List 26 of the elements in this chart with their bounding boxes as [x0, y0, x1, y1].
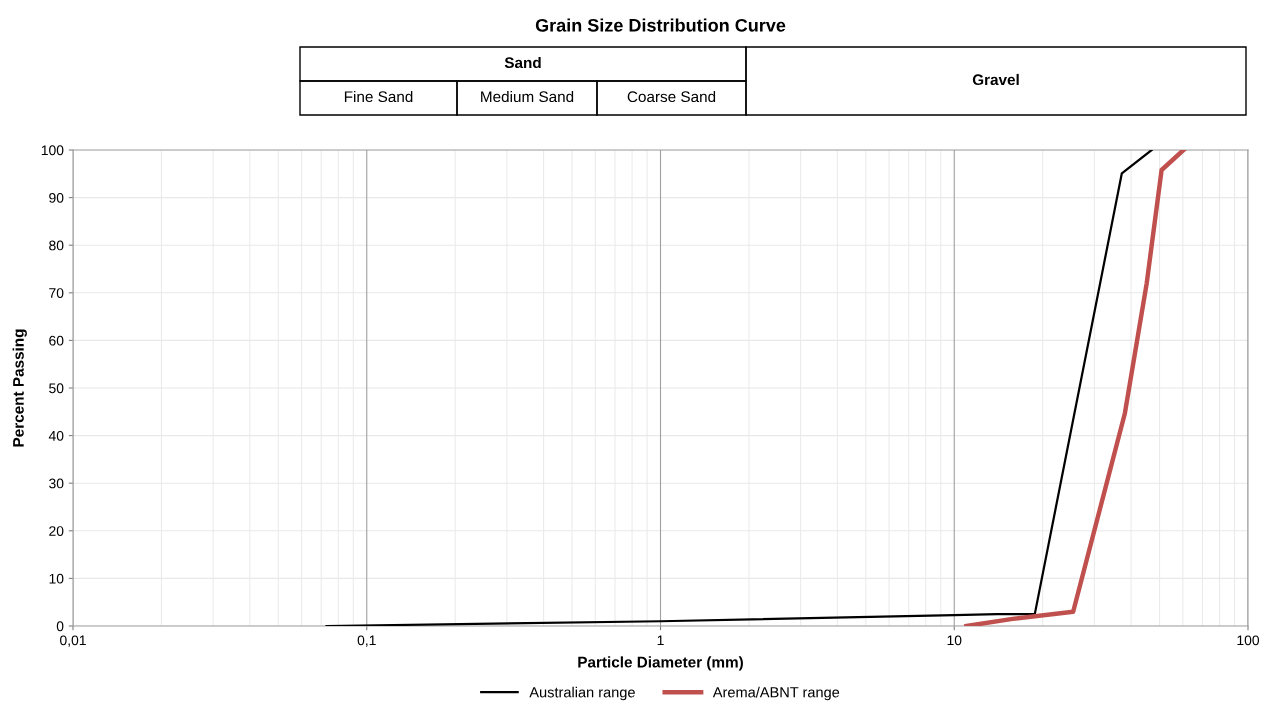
y-tick-label: 70 — [49, 288, 64, 298]
x-tick-label: 0,1 — [357, 635, 376, 647]
y-tick-label: 40 — [48, 430, 64, 441]
y-tick-label: 50 — [49, 383, 64, 394]
y-tick-label: 80 — [49, 240, 64, 251]
y-tick-label: 0 — [56, 621, 64, 632]
y-axis-title: Percent Passing — [12, 329, 27, 447]
y-tick-label: 90 — [49, 192, 64, 203]
x-tick-label: 10 — [947, 635, 962, 646]
y-tick-label: 30 — [49, 478, 64, 489]
text: Fine Sand — [344, 90, 413, 103]
y-tick-label: 60 — [49, 335, 64, 346]
y-tick-label: 10 — [49, 573, 64, 584]
x-tick-label: 1 — [657, 635, 664, 646]
text: Medium Sand — [481, 90, 574, 103]
text: Gravel — [972, 73, 1019, 86]
legend-label: Arema/ABNT range — [712, 686, 840, 701]
x-tick-label: 100 — [1237, 635, 1260, 646]
chart-title: Grain Size Distribution Curve — [535, 18, 786, 32]
text: Sand — [504, 56, 541, 69]
text: Coarse Sand — [627, 90, 716, 103]
y-tick-label: 20 — [49, 526, 64, 536]
x-tick-label: 0,01 — [60, 635, 86, 647]
legend-label: Australian range — [529, 686, 635, 701]
y-tick-label: 100 — [41, 145, 64, 156]
x-axis-title: Particle Diameter (mm) — [578, 656, 743, 671]
